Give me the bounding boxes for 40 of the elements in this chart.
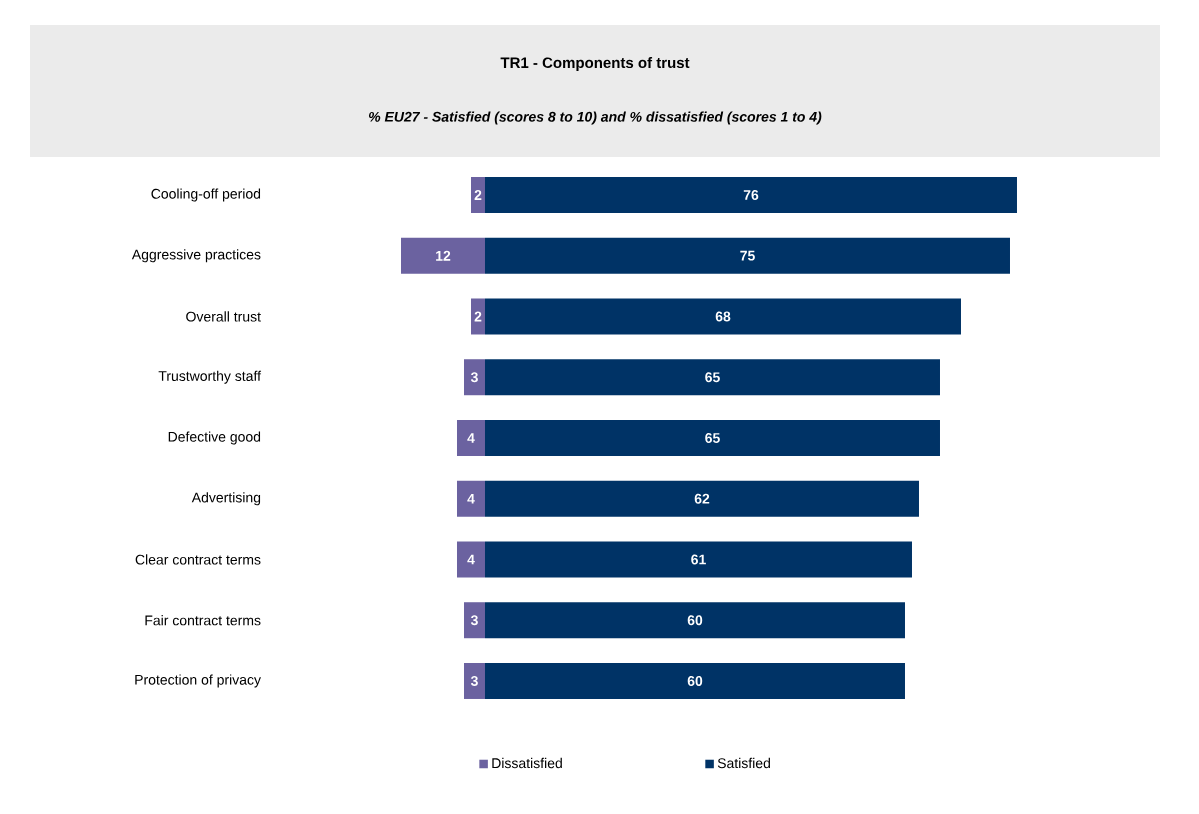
legend-label: Satisfied [717,757,770,769]
bar [457,419,485,456]
bar [464,359,485,396]
data-label: 4 [467,554,475,565]
data-label: 68 [715,311,731,322]
y-tick-label: Overall trust [186,311,261,322]
bar [457,541,485,578]
bar [464,662,485,699]
y-tick-label: Fair contract terms [145,615,261,626]
chart-subtitle: % EU27 - Satisfied (scores 8 to 10) and % dissatisfied (scores 1 to 4) [368,111,822,125]
data-label: 60 [687,615,703,626]
y-tick-label: Advertising [191,492,261,506]
y-tick-label: Clear contract terms [135,554,261,565]
data-label: 76 [743,190,759,200]
bar [401,237,485,274]
data-label: 3 [470,372,478,383]
data-label: 75 [740,250,755,261]
y-tick-label: Cooling-off period [151,188,261,202]
bar [471,177,485,213]
data-label: 4 [467,493,475,504]
data-label: 3 [470,676,478,686]
bar [471,298,485,335]
data-label: 65 [705,372,720,383]
data-label: 12 [436,250,451,261]
data-label: 62 [694,493,710,504]
y-tick-label: Aggressive practices [131,249,261,263]
chart-title: TR1 - Components of trust [500,57,690,71]
y-tick-label: Protection of privacy [135,674,261,688]
legend-label: Dissatisfied [492,757,562,769]
data-label: 61 [691,554,706,565]
y-tick-label: Defective good [168,431,261,445]
data-label: 60 [687,676,703,686]
y-tick-label: Trustworthy staff [158,370,262,384]
bar [457,480,485,517]
data-label: 4 [467,433,475,443]
data-label: 3 [470,615,478,626]
bar [464,602,485,639]
data-label: 2 [474,190,482,200]
data-label: 2 [474,311,482,322]
data-label: 65 [705,433,720,443]
